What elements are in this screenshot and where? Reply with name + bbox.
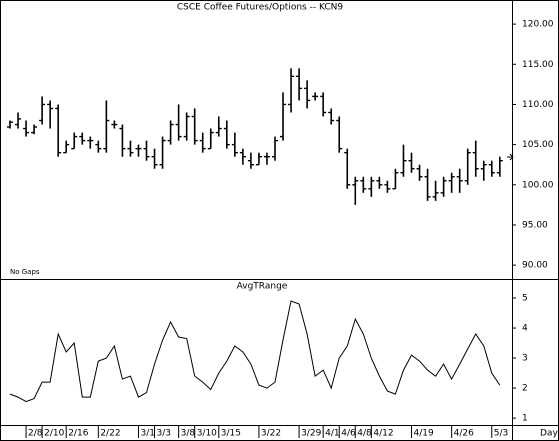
y-tick-label: 2 xyxy=(522,384,528,394)
x-tick-label: 4/6 xyxy=(341,429,356,439)
x-tick-label: 3/8 xyxy=(181,429,196,439)
y-tick-label: 1 xyxy=(522,414,528,424)
y-tick-label: 3 xyxy=(522,354,528,364)
y-tick-label: 4 xyxy=(522,324,528,334)
x-tick-label: 2/22 xyxy=(100,429,120,439)
x-tick-label: 3/1 xyxy=(140,429,154,439)
x-tick-label: 3/15 xyxy=(221,429,241,439)
y-tick-label: 5 xyxy=(522,294,528,304)
x-tick-label: 4/8 xyxy=(357,429,372,439)
x-tick-label: 3/29 xyxy=(301,429,321,439)
y-tick-label: 110.00 xyxy=(522,100,554,110)
x-tick-label: 3/10 xyxy=(197,429,217,439)
y-tick-label: 90.00 xyxy=(522,261,548,271)
indicator-line xyxy=(9,300,501,403)
x-tick-label: 2/8 xyxy=(28,429,43,439)
y-tick-label: 100.00 xyxy=(522,180,554,190)
y-tick-label: 105.00 xyxy=(522,140,554,150)
y-tick-label: 120.00 xyxy=(522,20,554,30)
x-tick-label: 4/1 xyxy=(325,429,339,439)
x-tick-label: 2/16 xyxy=(68,429,88,439)
x-tick-label: 2/10 xyxy=(44,429,64,439)
x-tick-label: 5/3 xyxy=(494,429,508,439)
x-axis-label: Day xyxy=(540,429,558,439)
x-tick-label: 4/19 xyxy=(414,429,434,439)
annotation: No Gaps xyxy=(10,268,40,276)
y-tick-label: 115.00 xyxy=(522,60,554,70)
x-tick-label: 3/3 xyxy=(157,429,171,439)
x-tick-label: 3/22 xyxy=(261,429,281,439)
price-pointer xyxy=(507,153,514,161)
x-tick-label: 4/12 xyxy=(373,429,393,439)
y-tick-label: 95.00 xyxy=(522,220,548,230)
indicator-title: AvgTRange xyxy=(237,282,288,292)
chart-title: CSCE Coffee Futures/Options -- KCN9 xyxy=(177,3,344,13)
x-tick-label: 4/26 xyxy=(454,429,474,439)
